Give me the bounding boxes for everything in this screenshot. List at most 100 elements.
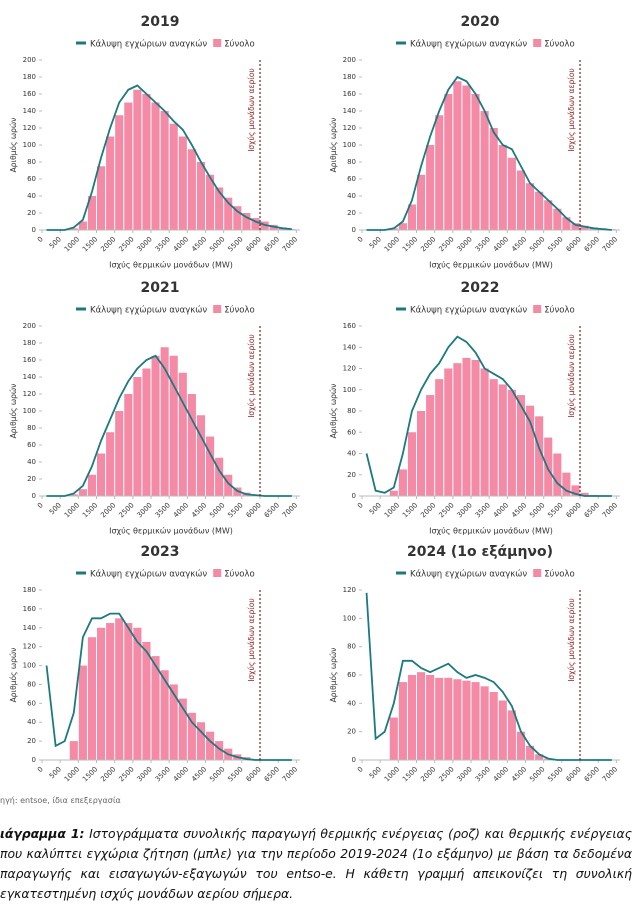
y-tick-label: 40 — [27, 192, 36, 200]
x-tick-label: 3500 — [154, 765, 172, 783]
line-series — [365, 335, 612, 497]
bar — [417, 672, 426, 760]
x-tick-label: 2000 — [419, 235, 437, 253]
legend-swatch — [213, 569, 222, 577]
y-tick-label: 200 — [23, 56, 36, 64]
bar — [142, 641, 151, 760]
x-tick-label: 2500 — [117, 235, 135, 253]
x-tick-label: 4500 — [190, 235, 208, 253]
x-tick-label: 0 — [36, 235, 45, 244]
x-tick-label: 1500 — [401, 765, 419, 783]
x-tick-label: 5000 — [208, 501, 226, 519]
legend-swatch — [533, 305, 542, 313]
bar — [544, 200, 553, 230]
bar — [124, 394, 133, 496]
x-tick-label: 4000 — [172, 765, 190, 783]
bar — [571, 223, 580, 230]
y-tick-label: 0 — [352, 226, 356, 234]
x-tick-label: 3000 — [136, 765, 154, 783]
bar — [480, 111, 489, 230]
chart-title: 2023 — [141, 544, 180, 560]
bar — [471, 682, 480, 760]
x-tick-label: 1500 — [81, 501, 99, 519]
x-tick-label: 6500 — [263, 235, 281, 253]
bar — [535, 191, 544, 230]
x-tick-label: 3500 — [474, 765, 492, 783]
bar — [78, 665, 87, 760]
legend-label: Σύνολο — [544, 569, 574, 580]
bar — [160, 111, 169, 230]
y-tick-label: 60 — [27, 441, 36, 449]
bar — [178, 136, 187, 230]
bar — [206, 174, 215, 230]
bar — [407, 432, 417, 496]
y-tick-label: 120 — [23, 390, 36, 398]
y-tick-label: 140 — [23, 107, 36, 115]
bar — [160, 347, 169, 496]
x-tick-label: 2500 — [437, 501, 455, 519]
x-tick-label: 2500 — [437, 235, 455, 253]
bar — [106, 432, 115, 496]
bar — [178, 698, 187, 760]
y-tick-label: 100 — [343, 386, 356, 394]
x-tick-label: 3000 — [456, 501, 474, 519]
bar — [444, 677, 453, 760]
legend-swatch — [213, 305, 222, 313]
bar — [106, 136, 115, 230]
bar — [115, 115, 124, 230]
bar — [489, 128, 498, 230]
y-tick-label: 120 — [23, 643, 36, 651]
x-tick-label: 5500 — [546, 235, 564, 253]
x-tick-label: 7000 — [281, 235, 299, 253]
legend-label: Κάλυψη εγχώριων αναγκών — [410, 305, 527, 316]
x-tick-label: 0 — [36, 765, 45, 774]
legend-label: Σύνολο — [544, 305, 574, 316]
bar — [251, 218, 260, 230]
bar — [69, 494, 78, 496]
x-tick-label: 6500 — [583, 501, 601, 519]
y-tick-label: 120 — [343, 586, 356, 594]
x-tick-label: 4500 — [510, 765, 528, 783]
bar — [398, 469, 407, 496]
x-tick-label: 1000 — [63, 765, 81, 783]
bar — [398, 223, 407, 230]
y-tick-label: 0 — [32, 756, 36, 764]
caption-text: Ιστογράμματα συνολικής παραγωγή θερμικής… — [0, 826, 632, 901]
x-tick-label: 0 — [356, 235, 365, 244]
y-tick-label: 20 — [347, 728, 356, 736]
x-tick-label: 7000 — [281, 501, 299, 519]
x-axis-label: Ισχύς θερμικών μονάδων (MW) — [109, 260, 233, 270]
y-tick-label: 140 — [343, 107, 356, 115]
bar — [69, 228, 78, 230]
y-tick-label: 0 — [352, 492, 356, 500]
bar — [178, 372, 187, 496]
bar — [471, 94, 480, 230]
bar — [169, 123, 178, 230]
bar — [106, 623, 115, 760]
x-tick-label: 500 — [48, 501, 63, 516]
bar — [87, 196, 97, 230]
x-tick-label: 6000 — [565, 501, 583, 519]
x-tick-label: 4000 — [172, 501, 190, 519]
x-axis-label: Ισχύς θερμικών μονάδων (MW) — [429, 526, 553, 536]
y-tick-label: 80 — [347, 158, 356, 166]
chart-title: 2020 — [461, 14, 500, 30]
x-tick-label: 6000 — [245, 235, 263, 253]
x-tick-label: 2500 — [117, 501, 135, 519]
x-tick-label: 6000 — [245, 501, 263, 519]
x-tick-label: 2500 — [437, 765, 455, 783]
source: ηγή: entsoe, ίδια επεξεργασία — [0, 796, 121, 805]
y-tick-label: 160 — [23, 356, 36, 364]
x-tick-label: 6500 — [263, 765, 281, 783]
y-tick-label: 120 — [23, 124, 36, 132]
x-tick-label: 0 — [356, 765, 365, 774]
legend-label: Σύνολο — [224, 569, 254, 580]
bar — [498, 145, 507, 230]
bar — [142, 368, 151, 496]
x-tick-label: 3500 — [154, 235, 172, 253]
x-tick-label: 6000 — [565, 765, 583, 783]
bar — [417, 174, 426, 230]
bar — [507, 389, 516, 496]
bar — [215, 741, 224, 760]
